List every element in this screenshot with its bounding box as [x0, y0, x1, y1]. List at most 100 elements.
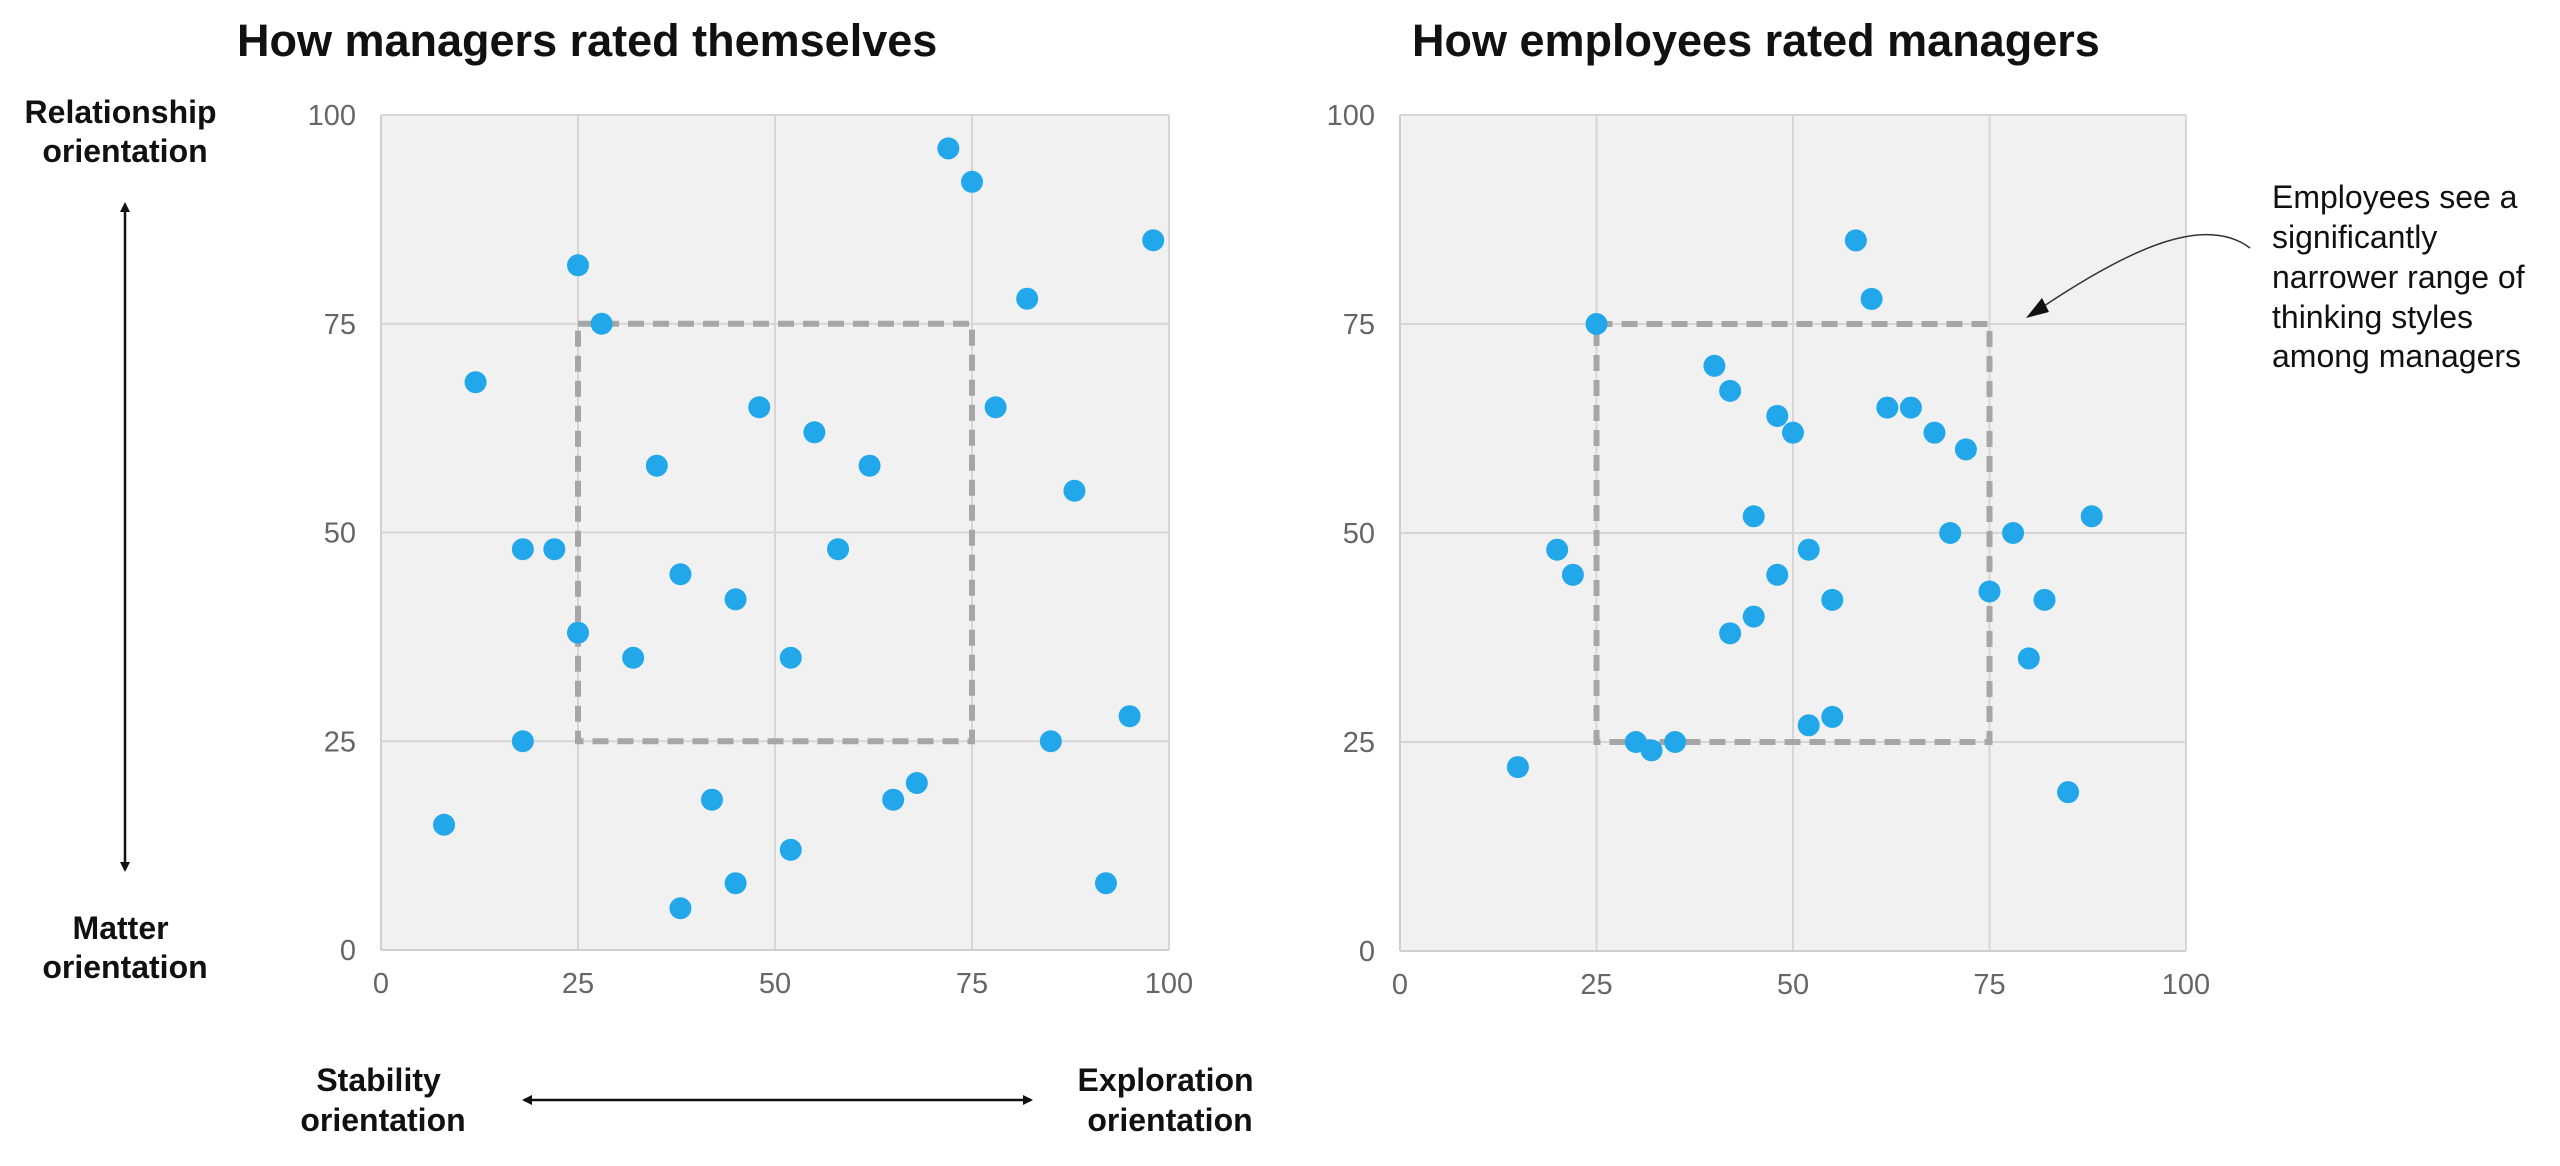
data-point — [2002, 522, 2025, 544]
data-point — [645, 454, 668, 477]
data-point — [1939, 522, 1962, 544]
data-point — [779, 838, 802, 861]
y-tick-label: 25 — [324, 726, 356, 758]
x-tick-labels-right: 0 25 50 75 100 — [1392, 969, 2210, 1001]
data-point — [622, 646, 645, 669]
data-point — [464, 371, 487, 394]
data-point — [543, 538, 566, 561]
data-point — [984, 396, 1007, 419]
data-point — [1118, 705, 1141, 728]
chart-title-left: How managers rated themselves — [237, 15, 937, 66]
y-tick-label: 50 — [324, 518, 356, 550]
data-point — [1664, 731, 1687, 753]
y-tick-label: 0 — [340, 935, 356, 967]
reference-box-right — [1593, 321, 1993, 745]
x-tick-label: 75 — [1973, 969, 2005, 1001]
data-point — [1039, 730, 1062, 753]
y-tick-label: 75 — [1343, 309, 1375, 341]
y-tick-label: 0 — [1359, 936, 1375, 968]
matter-orientation-label: Matter orientation — [42, 910, 207, 985]
data-point — [1640, 739, 1663, 762]
data-point — [1016, 287, 1039, 310]
data-point — [1766, 404, 1789, 427]
data-point — [1742, 505, 1765, 528]
data-point — [433, 813, 456, 836]
x-tick-label: 100 — [1145, 968, 1193, 1000]
data-point — [1782, 421, 1804, 444]
data-point — [1142, 229, 1165, 252]
data-point — [1766, 563, 1789, 586]
data-point — [803, 421, 826, 444]
data-point — [1063, 479, 1086, 502]
employees-rating-chart: How employees rated managers 0255075100 … — [1327, 15, 2211, 1001]
chart-title-right: How employees rated managers — [1412, 15, 2100, 66]
y-tick-labels-right: 0 25 50 75 100 — [1327, 100, 1375, 968]
data-point — [1821, 588, 1844, 611]
annotation-leader-line — [2037, 233, 2251, 311]
x-tick-label: 100 — [2162, 969, 2210, 1001]
x-tick-label: 50 — [1777, 969, 1809, 1001]
data-point — [511, 730, 534, 753]
data-point — [1561, 563, 1584, 586]
data-point — [1876, 396, 1899, 419]
data-point — [724, 588, 747, 611]
exploration-orientation-label: Exploration orientation — [1078, 1062, 1263, 1138]
data-point — [882, 788, 905, 811]
managers-self-rating-chart: How managers rated themselves 0 25 50 75 100… — [237, 15, 1193, 1000]
x-tick-label: 0 — [373, 968, 389, 1000]
data-point — [2080, 505, 2103, 528]
x-tick-label: 0 — [1392, 969, 1408, 1001]
data-point — [1899, 396, 1922, 419]
data-point — [1978, 580, 2001, 603]
data-point — [1094, 872, 1117, 895]
x-tick-label: 50 — [759, 968, 791, 1000]
data-point — [858, 454, 881, 477]
data-point — [1954, 438, 1977, 461]
reference-box-left — [575, 320, 975, 745]
annotation-arrowhead — [2026, 298, 2049, 318]
data-point — [905, 772, 928, 794]
x-tick-label: 25 — [562, 968, 594, 1000]
data-point — [1585, 313, 1608, 335]
data-point — [669, 563, 692, 586]
data-point — [2033, 588, 2056, 611]
data-point — [1821, 705, 1844, 728]
data-point — [1797, 714, 1820, 737]
data-point — [2057, 781, 2080, 804]
data-point — [1703, 354, 1726, 377]
data-point — [937, 137, 960, 160]
data-point — [590, 312, 613, 335]
data-point — [1797, 538, 1820, 561]
y-tick-label: 50 — [1343, 518, 1375, 550]
data-point — [1860, 287, 1883, 310]
annotation-text: Employees see a significantly narrower r… — [2272, 179, 2533, 374]
data-point — [1506, 756, 1529, 779]
data-point — [1742, 605, 1765, 628]
data-point — [1719, 379, 1742, 402]
data-point — [511, 538, 534, 561]
data-points-right — [1506, 229, 2103, 804]
data-point — [700, 788, 723, 811]
y-tick-labels-left: 0 25 50 75 100 — [308, 100, 356, 967]
horizontal-orientation-axis: Stability orientation Exploration orient… — [300, 1062, 1263, 1138]
y-tick-label: 25 — [1343, 727, 1375, 759]
data-point — [724, 872, 747, 895]
y-tick-label: 100 — [308, 100, 356, 132]
data-point — [827, 538, 850, 561]
data-points-left — [433, 137, 1165, 920]
data-point — [567, 254, 589, 277]
data-point — [748, 396, 771, 419]
x-tick-labels-left: 0 25 50 75 100 — [373, 968, 1193, 1000]
data-point — [567, 621, 589, 644]
data-point — [779, 646, 802, 669]
vertical-orientation-axis: Relationship orientation Matter orientat… — [25, 94, 226, 985]
annotation: Employees see a significantly narrower r… — [2026, 179, 2533, 374]
data-point — [1719, 622, 1742, 645]
data-point — [2017, 647, 2040, 670]
data-point — [1546, 538, 1569, 561]
gridlines-left — [380, 114, 1170, 951]
relationship-orientation-label: Relationship orientation — [25, 94, 226, 169]
data-point — [1923, 421, 1946, 444]
data-point — [1844, 229, 1867, 252]
